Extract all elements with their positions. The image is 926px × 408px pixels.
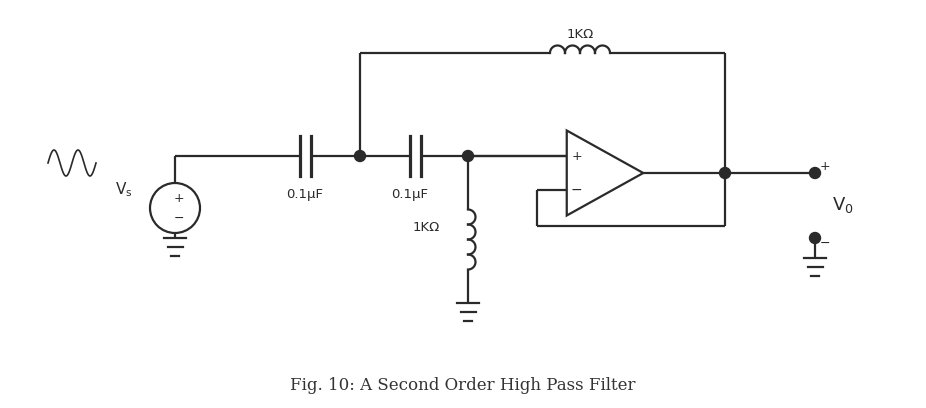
Text: $\mathregular{V_s}$: $\mathregular{V_s}$ [116,181,133,200]
Text: 0.1μF: 0.1μF [392,188,429,201]
Text: 1KΩ: 1KΩ [567,28,594,41]
Circle shape [720,168,731,179]
Text: Fig. 10: A Second Order High Pass Filter: Fig. 10: A Second Order High Pass Filter [290,377,636,395]
Text: −: − [571,183,582,197]
Text: +: + [174,191,184,204]
Text: +: + [571,149,582,162]
Circle shape [809,168,820,179]
Circle shape [462,151,473,162]
Text: 0.1μF: 0.1μF [286,188,323,201]
Circle shape [809,233,820,244]
Text: +: + [820,160,831,173]
Text: 1KΩ: 1KΩ [413,221,440,234]
Text: −: − [820,237,831,250]
Text: −: − [174,211,184,224]
Circle shape [355,151,366,162]
Text: $\mathregular{V_0}$: $\mathregular{V_0}$ [832,195,854,215]
